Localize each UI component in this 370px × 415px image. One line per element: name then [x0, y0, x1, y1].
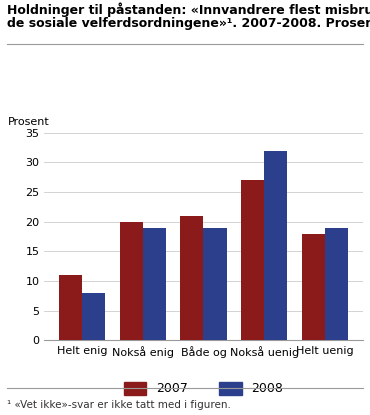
Text: ¹ «Vet ikke»-svar er ikke tatt med i figuren.: ¹ «Vet ikke»-svar er ikke tatt med i fig…	[7, 400, 231, 410]
Bar	[302, 234, 325, 340]
Text: Prosent: Prosent	[7, 117, 49, 127]
Bar	[204, 228, 226, 340]
Bar	[59, 275, 82, 340]
Text: de sosiale velferdsordningene»¹. 2007-2008. Prosent: de sosiale velferdsordningene»¹. 2007-20…	[7, 17, 370, 29]
Bar	[82, 293, 105, 340]
Text: Holdninger til påstanden: «Innvandrere flest misbruker: Holdninger til påstanden: «Innvandrere f…	[7, 2, 370, 17]
Bar	[181, 216, 204, 340]
Bar	[143, 228, 166, 340]
Bar	[241, 180, 264, 340]
Legend: 2007, 2008: 2007, 2008	[118, 377, 289, 400]
Bar	[264, 151, 287, 340]
Bar	[325, 228, 348, 340]
Bar	[120, 222, 143, 340]
